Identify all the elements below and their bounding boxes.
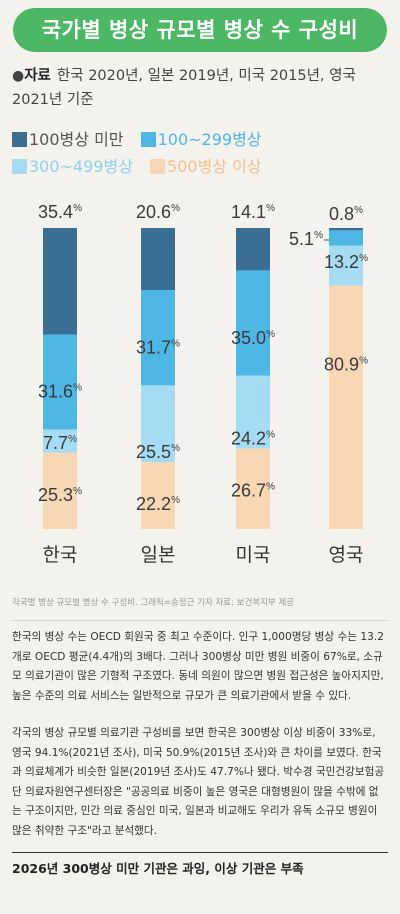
data-label-500plus-2: 26.7% bbox=[231, 481, 275, 501]
category-label-1: 일본 bbox=[141, 544, 176, 566]
bullet-icon: ● bbox=[12, 68, 25, 84]
graphic-credit: 각국별 병상 규모별 병상 수 구성비. 그래픽=송정근 기자 자료: 보건복지… bbox=[12, 598, 295, 608]
legend-swatch-500plus bbox=[150, 159, 166, 174]
legend-swatch-300-499 bbox=[12, 159, 27, 174]
legend-label-500plus: 500병상 이상 bbox=[167, 157, 262, 176]
legend-row-1: 100병상 미만 100~299병상 bbox=[12, 126, 274, 150]
bar-segment-300-499-1 bbox=[141, 385, 175, 463]
article-paragraph-2: 각국의 병상 규모별 의료기관 구성비를 보면 한국은 300병상 이상 비중이… bbox=[12, 727, 385, 837]
bar-segment-300-499-0 bbox=[43, 429, 77, 453]
legend-item-500plus: 500병상 이상 bbox=[150, 157, 262, 176]
bar-segment-lt100-2 bbox=[236, 228, 270, 271]
article-paragraph-1: 한국의 병상 수는 OECD 회원국 중 최고 수준이다. 인구 1,000명당… bbox=[12, 631, 384, 702]
legend-item-lt100: 100병상 미만 bbox=[12, 130, 124, 149]
category-label-0: 한국 bbox=[43, 544, 78, 566]
data-label-lt100-1: 20.6% bbox=[136, 202, 180, 222]
data-label-100-299-1: 31.7% bbox=[136, 337, 180, 357]
data-label-100-299-2: 35.0% bbox=[231, 328, 275, 348]
next-section-heading: 2026년 300병상 미만 기관은 과잉, 이상 기관은 부족 bbox=[12, 861, 304, 876]
legend-item-300-499: 300~499병상 bbox=[12, 157, 133, 176]
bar-segment-500plus-3 bbox=[329, 285, 363, 529]
category-label-3: 영국 bbox=[329, 544, 364, 566]
bar-segment-300-499-2 bbox=[236, 375, 270, 449]
data-label-500plus-0: 25.3% bbox=[38, 485, 82, 505]
legend-item-100-299: 100~299병상 bbox=[140, 130, 262, 149]
bar-segment-500plus-2 bbox=[236, 448, 270, 529]
data-label-500plus-3: 80.9% bbox=[324, 355, 368, 375]
data-label-300-499-1: 25.5% bbox=[136, 442, 180, 462]
bar-segment-500plus-0 bbox=[43, 452, 77, 529]
bar-segment-100-299-0 bbox=[43, 334, 77, 430]
data-label-lt100-2: 14.1% bbox=[231, 202, 275, 222]
bar-segment-lt100-1 bbox=[141, 228, 175, 291]
chart-title: 국가별 병상 규모별 병상 수 구성비 bbox=[13, 8, 387, 52]
bar-segment-300-499-3 bbox=[329, 245, 363, 286]
stacked-bar-chart: 35.4%31.6%7.7%25.3%한국20.6%31.7%25.5%22.2… bbox=[38, 202, 368, 566]
section-rule bbox=[12, 852, 388, 853]
data-label-lt100-0: 35.4% bbox=[38, 202, 82, 222]
source-note: ●자료 한국 2020년, 일본 2019년, 미국 2015년, 영국 2021… bbox=[12, 64, 390, 112]
data-label-300-499-3: 13.2% bbox=[324, 252, 368, 272]
data-label-300-499-2: 24.2% bbox=[231, 429, 275, 449]
bar-segment-500plus-1 bbox=[141, 462, 175, 529]
legend-swatch-lt100 bbox=[12, 132, 27, 147]
bar-segment-100-299-3 bbox=[329, 230, 363, 246]
data-label-lt100-3: 0.8% bbox=[329, 204, 363, 224]
source-text: 한국 2020년, 일본 2019년, 미국 2015년, 영국 2021년 기… bbox=[12, 68, 356, 108]
bar-segment-lt100-3 bbox=[329, 228, 363, 231]
legend-label-100-299: 100~299병상 bbox=[157, 130, 262, 149]
bar-segment-100-299-1 bbox=[141, 290, 175, 386]
data-label-100-299-3: 5.1% bbox=[289, 229, 323, 249]
source-label: 자료 bbox=[24, 68, 51, 84]
legend-swatch-100-299 bbox=[140, 132, 156, 147]
data-label-100-299-0: 31.6% bbox=[38, 382, 82, 402]
divider bbox=[12, 620, 388, 621]
bar-segment-100-299-2 bbox=[236, 270, 270, 376]
legend-label-lt100: 100병상 미만 bbox=[29, 130, 124, 149]
bar-segment-lt100-0 bbox=[43, 228, 77, 335]
legend-label-300-499: 300~499병상 bbox=[29, 157, 133, 176]
legend-row-2: 300~499병상 500병상 이상 bbox=[12, 153, 274, 177]
data-label-500plus-1: 22.2% bbox=[136, 494, 180, 514]
category-label-2: 미국 bbox=[236, 544, 271, 566]
